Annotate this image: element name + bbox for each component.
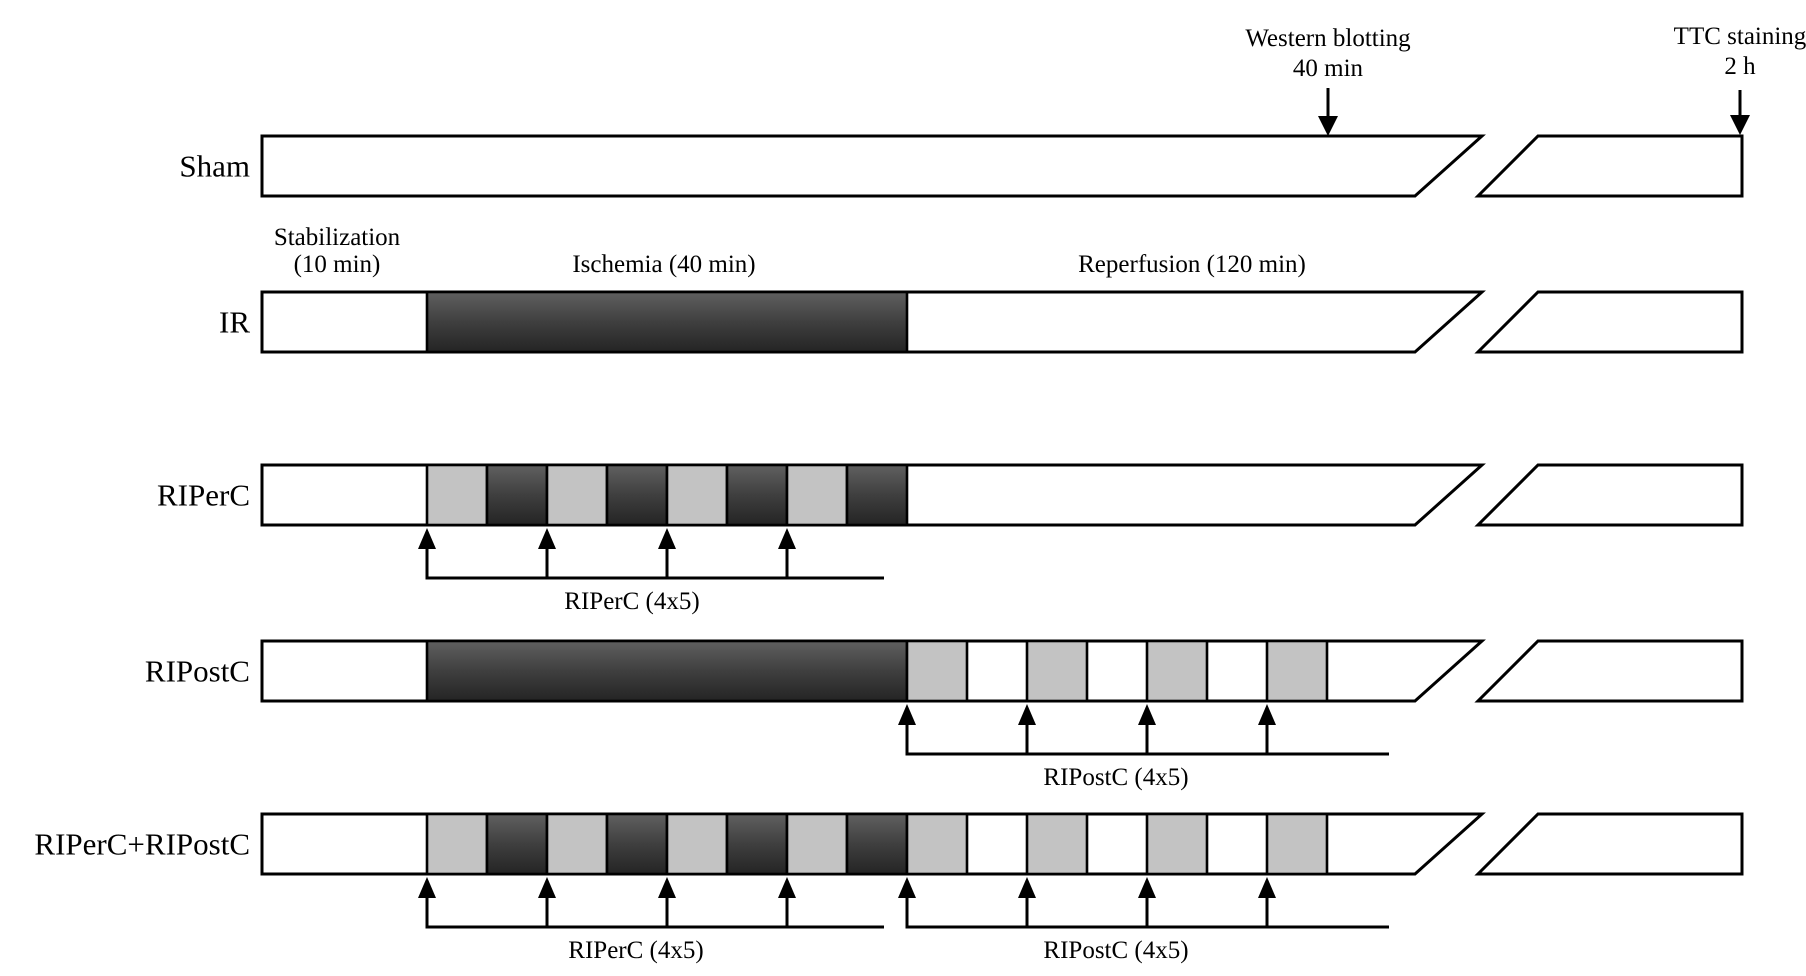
annotation-line: TTC staining [1673,23,1806,50]
cycle-block [1265,812,1329,876]
cycle-block [1145,639,1209,703]
cycle-arrow-group [898,877,1389,929]
up-arrow-icon [1138,877,1156,898]
phase-label-stabilization: Stabilization (10 min) [274,224,400,278]
up-arrow-icon [418,528,436,549]
timeline-row-0 [260,134,1744,198]
up-arrow-icon [418,877,436,898]
down-arrow-icon [1318,116,1338,136]
annotation-line: Western blotting [1245,25,1411,52]
up-arrow-icon [538,877,556,898]
annotation-line: 40 min [1292,55,1364,82]
occlusion-block [425,290,909,354]
occlusion-block [425,639,909,703]
cycle-block [665,463,729,527]
timeline-bar-continuation [1474,463,1744,527]
up-arrow-icon [658,528,676,549]
up-arrow-icon [1258,704,1276,725]
cycle-block [425,812,489,876]
up-arrow-icon [778,528,796,549]
annotation-western-blotting: Western blotting 40 min [1245,24,1410,84]
up-arrow-icon [1258,877,1276,898]
timeline-bar-main [260,134,1486,198]
occlusion-block [605,812,669,876]
occlusion-block [725,463,789,527]
cycle-block [1025,639,1089,703]
up-arrow-icon [538,528,556,549]
timeline-bar-continuation [1474,639,1744,703]
timeline-row-3 [260,639,1744,756]
row-label-riperc: RIPerC [157,477,250,513]
bracket-label: RIPostC (4x5) [1043,937,1189,964]
timeline-row-4 [260,812,1744,929]
cycle-block [1265,639,1329,703]
cycle-block [665,812,729,876]
occlusion-block [845,812,909,876]
timeline-row-2 [260,463,1744,580]
phase-label-line: Stabilization [273,224,401,251]
bracket-label: RIPerC (4x5) [564,588,700,615]
row-label-riperc-ripostc: RIPerC+RIPostC [34,826,250,862]
cycle-arrow-group [418,528,884,580]
up-arrow-icon [1018,704,1036,725]
cycle-block [1145,812,1209,876]
annotation-line: 2 h [1724,53,1756,80]
cycle-arrow-group [898,704,1389,756]
row-label-ripostc: RIPostC [144,653,250,689]
bracket-label: RIPerC (4x5) [568,937,704,964]
down-arrow-icon [1730,115,1750,135]
cycle-block [905,812,969,876]
cycle-block [425,463,489,527]
timeline-row-1 [260,290,1744,354]
cycle-block [545,812,609,876]
occlusion-block [605,463,669,527]
timeline-bar-continuation [1474,290,1744,354]
phase-label-reperfusion: Reperfusion (120 min) [1078,251,1306,278]
phase-label-line: (10 min) [293,251,381,278]
timeline-bar-continuation [1474,812,1744,876]
cycle-block [1025,812,1089,876]
cycle-block [785,463,849,527]
timeline-bar-continuation [1474,134,1744,198]
cycle-block [545,463,609,527]
phase-label-line: Reperfusion (120 min) [1078,251,1306,278]
up-arrow-icon [1018,877,1036,898]
up-arrow-icon [898,877,916,898]
up-arrow-icon [778,877,796,898]
annotation-ttc-staining: TTC staining 2 h [1674,22,1806,82]
occlusion-block [725,812,789,876]
phase-label-line: Ischemia (40 min) [572,251,756,278]
occlusion-block [485,812,549,876]
occlusion-block [845,463,909,527]
up-arrow-icon [658,877,676,898]
row-label-sham: Sham [179,148,250,184]
row-label-ir: IR [219,304,250,340]
phase-label-ischemia: Ischemia (40 min) [572,251,755,278]
occlusion-block [485,463,549,527]
cycle-block [785,812,849,876]
cycle-block [905,639,969,703]
bracket-label: RIPostC (4x5) [1043,764,1189,791]
up-arrow-icon [898,704,916,725]
up-arrow-icon [1138,704,1156,725]
cycle-arrow-group [418,877,884,929]
